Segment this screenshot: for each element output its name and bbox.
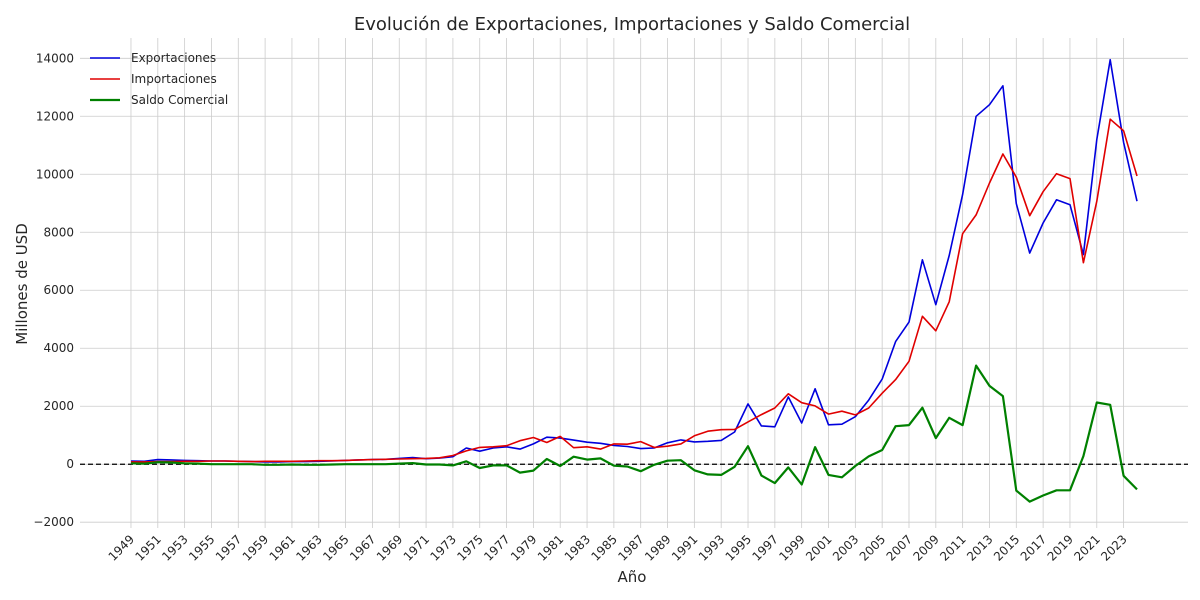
x-tick-label: 2017 (1018, 532, 1049, 563)
x-tick-label: 1989 (642, 532, 673, 563)
chart-title: Evolución de Exportaciones, Importacione… (354, 14, 910, 35)
x-tick-label: 2007 (884, 532, 915, 563)
legend-label-importaciones: Importaciones (131, 72, 217, 86)
x-tick-label: 1953 (159, 532, 190, 563)
series-group (130, 58, 1138, 503)
x-tick-label: 1983 (562, 532, 593, 563)
x-tick-label: 1973 (428, 532, 459, 563)
x-tick-label: 1981 (535, 532, 566, 563)
x-tick-label: 1969 (374, 532, 405, 563)
x-tick-label: 2021 (1071, 532, 1102, 563)
x-tick-label: 2015 (991, 532, 1022, 563)
x-tick-label: 2011 (937, 532, 968, 563)
y-axis-ticks: −2000 0 2000 4000 6000 8000 10000 12000 14000 (33, 51, 74, 529)
x-tick-label: 1985 (589, 532, 620, 563)
y-tick-label: 12000 (36, 109, 74, 123)
x-tick-label: 1957 (213, 532, 244, 563)
x-tick-label: 1951 (132, 532, 163, 563)
grid (80, 38, 1188, 528)
legend-label-saldo-comercial: Saldo Comercial (131, 93, 228, 107)
x-tick-label: 1991 (669, 532, 700, 563)
y-tick-label: 4000 (43, 341, 74, 355)
x-axis-title: Año (618, 568, 647, 586)
x-tick-label: 2019 (1045, 532, 1076, 563)
x-axis-ticks: 1949195119531955195719591961196319651967… (106, 532, 1130, 563)
x-tick-label: 1965 (320, 532, 351, 563)
y-axis-title: Millones de USD (13, 223, 31, 345)
y-tick-label: 14000 (36, 51, 74, 65)
x-tick-label: 1971 (401, 532, 432, 563)
y-tick-label: 6000 (43, 283, 74, 297)
x-tick-label: 2003 (830, 532, 861, 563)
x-tick-label: 1967 (347, 532, 378, 563)
x-tick-label: 1979 (508, 532, 539, 563)
x-tick-label: 2023 (1098, 532, 1129, 563)
y-tick-label: 0 (66, 457, 74, 471)
x-tick-label: 1961 (267, 532, 298, 563)
x-tick-label: 1975 (454, 532, 485, 563)
series-line-importaciones (131, 118, 1138, 463)
x-tick-label: 1993 (696, 532, 727, 563)
x-tick-label: 1949 (106, 532, 137, 563)
x-tick-label: 1955 (186, 532, 217, 563)
y-tick-label: 2000 (43, 399, 74, 413)
x-tick-label: 1987 (615, 532, 646, 563)
x-tick-label: 2005 (857, 532, 888, 563)
x-tick-label: 2009 (910, 532, 941, 563)
y-tick-label: 10000 (36, 167, 74, 181)
x-tick-label: 1963 (293, 532, 324, 563)
y-tick-label: −2000 (33, 515, 74, 529)
series-line-saldo-comercial (130, 364, 1138, 503)
legend: Exportaciones Importaciones Saldo Comercia… (90, 51, 228, 107)
x-tick-label: 2001 (803, 532, 834, 563)
x-tick-label: 1999 (776, 532, 807, 563)
y-tick-label: 8000 (43, 225, 74, 239)
x-tick-label: 1977 (481, 532, 512, 563)
x-tick-label: 1997 (749, 532, 780, 563)
x-tick-label: 1959 (240, 532, 271, 563)
x-tick-label: 1995 (723, 532, 754, 563)
legend-label-exportaciones: Exportaciones (131, 51, 216, 65)
plot-area (80, 38, 1188, 528)
x-tick-label: 2013 (964, 532, 995, 563)
